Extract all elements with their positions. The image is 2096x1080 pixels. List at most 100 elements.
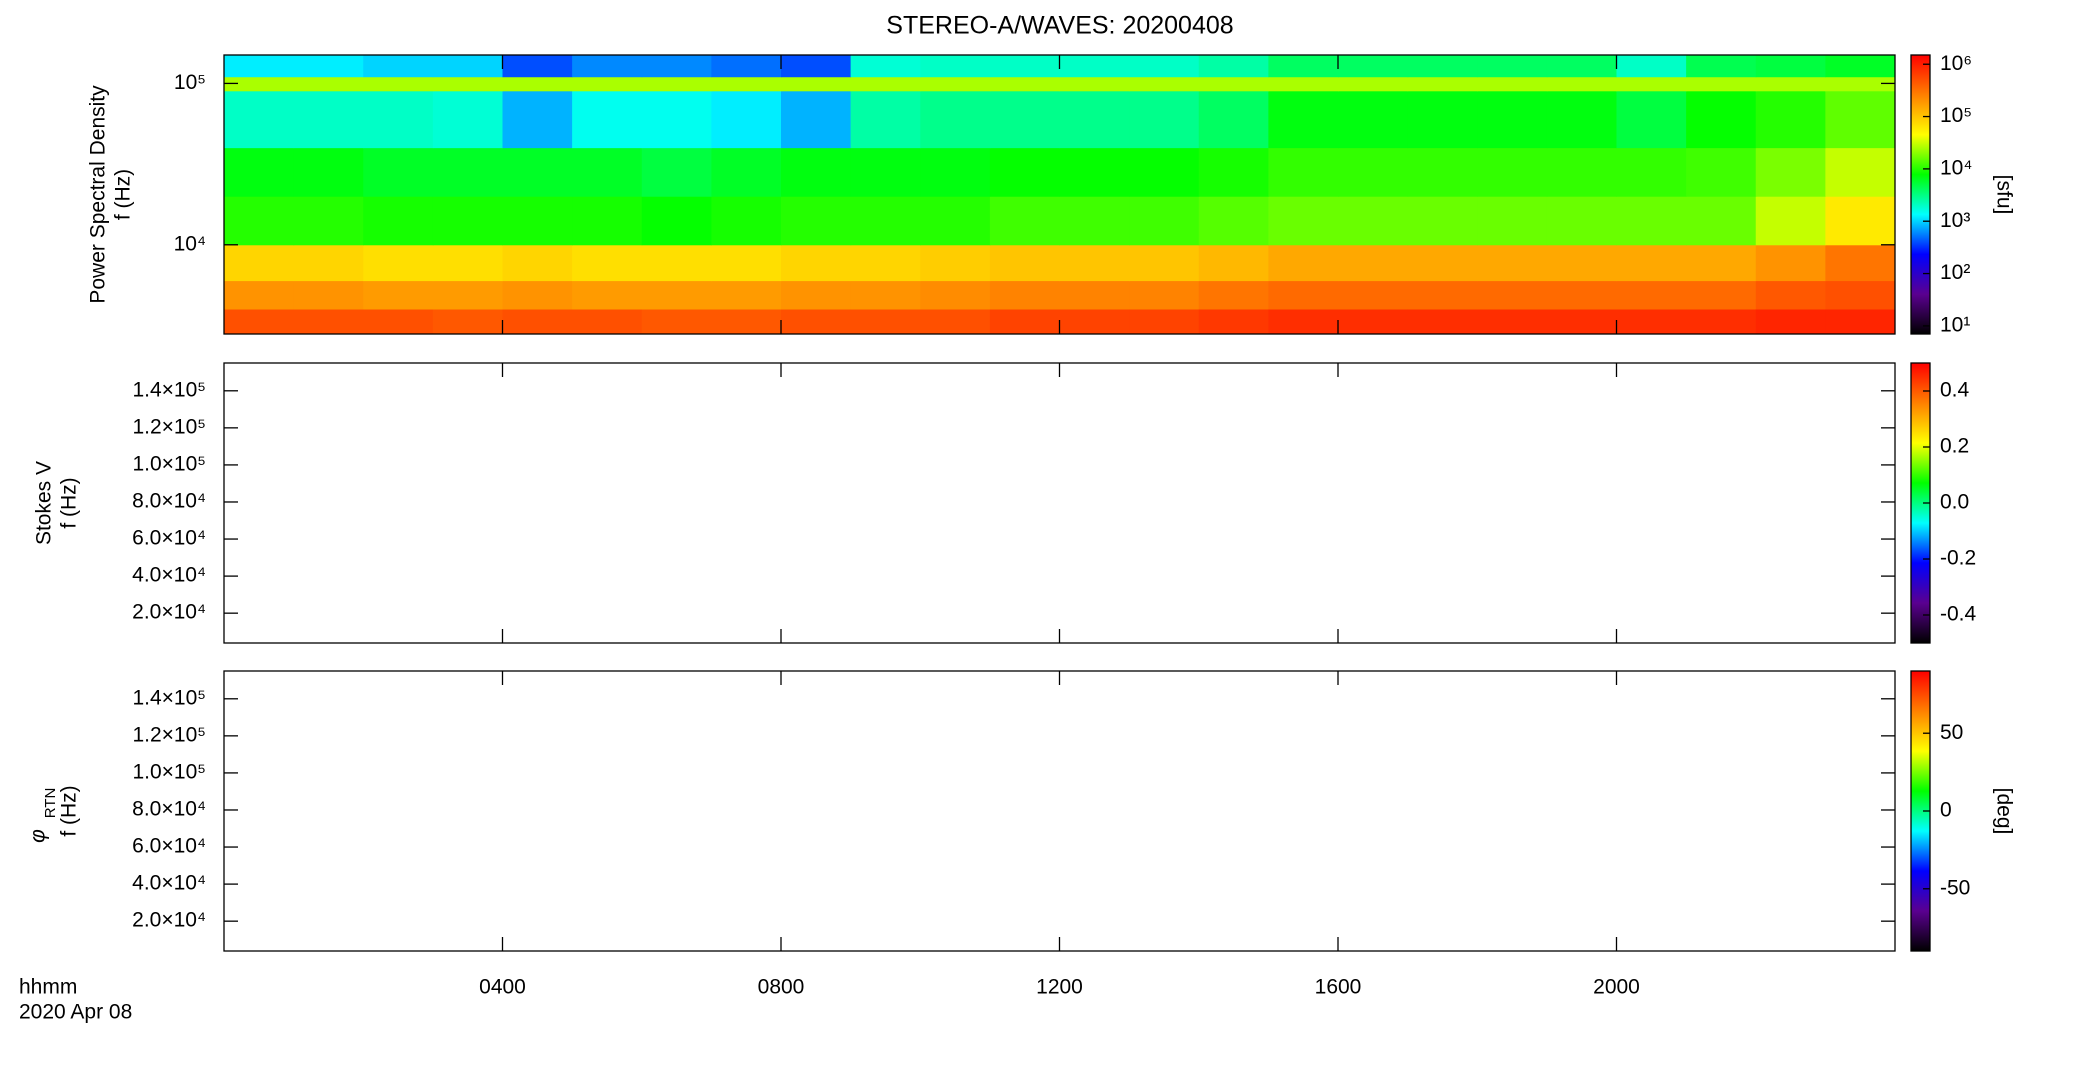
heatmap-cell <box>1616 90 1687 149</box>
heatmap-cell <box>293 196 364 246</box>
heatmap-cell <box>293 90 364 149</box>
heatmap-cell <box>363 309 434 335</box>
heatmap-cell <box>1129 244 1200 282</box>
colorbar-tick-label: 0.2 <box>1940 435 1969 458</box>
heatmap-cell <box>641 147 712 197</box>
heatmap-cell <box>432 196 503 246</box>
heatmap-cell <box>1616 147 1687 197</box>
heatmap-cell <box>850 76 921 92</box>
heatmap-cell <box>1686 90 1757 149</box>
heatmap-cell <box>1546 309 1617 335</box>
heatmap-cell <box>1686 147 1757 197</box>
colorbar-tick-label: 10¹ <box>1940 313 1970 336</box>
heatmap-cell <box>1059 244 1130 282</box>
date-label: 2020 Apr 08 <box>19 1001 132 1024</box>
heatmap-cell <box>1546 55 1617 78</box>
heatmap-cell <box>1129 280 1200 310</box>
heatmap-cell <box>1616 280 1687 310</box>
heatmap-cell <box>1338 244 1409 282</box>
heatmap-cell <box>1338 76 1409 92</box>
y-tick-label: 2.0×10⁴ <box>132 601 206 624</box>
x-tick-label: 1200 <box>1036 976 1083 999</box>
heatmap-cell <box>1825 55 1896 78</box>
heatmap-cell <box>1338 90 1409 149</box>
heatmap-cell <box>781 280 852 310</box>
heatmap-cell <box>432 90 503 149</box>
colorbar-tick-label: 10⁶ <box>1940 52 1972 75</box>
heatmap-cell <box>363 90 434 149</box>
x-tick-label: 0400 <box>479 976 526 999</box>
heatmap-cell <box>989 55 1060 78</box>
heatmap-cell <box>224 147 295 197</box>
heatmap-cell <box>850 280 921 310</box>
heatmap-cell <box>1059 280 1130 310</box>
heatmap-cell <box>1268 309 1339 335</box>
heatmap-cell <box>1825 147 1896 197</box>
heatmap-cell <box>989 280 1060 310</box>
heatmap-cell <box>502 90 573 149</box>
heatmap-cell <box>1546 147 1617 197</box>
heatmap-cell <box>432 280 503 310</box>
heatmap-cell <box>293 244 364 282</box>
heatmap-cell <box>1755 76 1826 92</box>
heatmap-cell <box>781 244 852 282</box>
heatmap-cell <box>1407 309 1478 335</box>
heatmap-cell <box>1407 147 1478 197</box>
heatmap-cell <box>432 309 503 335</box>
heatmap-cell <box>1546 244 1617 282</box>
heatmap-cell <box>1686 196 1757 246</box>
heatmap-cell <box>641 309 712 335</box>
heatmap-cell <box>989 147 1060 197</box>
heatmap-cell <box>1198 280 1269 310</box>
y-axis-title: Stokes V <box>33 461 56 545</box>
heatmap-cell <box>1198 147 1269 197</box>
heatmap-cell <box>572 55 643 78</box>
heatmap-cell <box>1546 280 1617 310</box>
heatmap-cell <box>920 244 991 282</box>
heatmap-cell <box>1059 76 1130 92</box>
heatmap-cell <box>920 196 991 246</box>
heatmap-cell <box>1338 55 1409 78</box>
heatmap-cell <box>502 196 573 246</box>
x-axis-label: hhmm <box>19 976 77 999</box>
colorbar-tick-label: -0.2 <box>1940 547 1976 570</box>
heatmap-cell <box>502 55 573 78</box>
heatmap-cell <box>1686 55 1757 78</box>
heatmap-cell <box>502 280 573 310</box>
y-tick-label: 4.0×10⁴ <box>132 872 206 895</box>
heatmap-cell <box>711 76 782 92</box>
heatmap-cell <box>1268 196 1339 246</box>
y-tick-label: 1.2×10⁵ <box>132 723 206 746</box>
heatmap-cell <box>1407 280 1478 310</box>
heatmap-cell <box>1268 76 1339 92</box>
heatmap-cell <box>1198 76 1269 92</box>
heatmap-cell <box>224 90 295 149</box>
colorbar-tick-label: 10⁴ <box>1940 156 1972 179</box>
heatmap-cell <box>1407 196 1478 246</box>
heatmap-cell <box>711 90 782 149</box>
y-axis-subscript: RTN <box>42 788 59 819</box>
chart-title: STEREO-A/WAVES: 20200408 <box>886 12 1233 40</box>
heatmap-cell <box>1129 196 1200 246</box>
heatmap-cell <box>641 196 712 246</box>
heatmap-cell <box>1825 76 1896 92</box>
heatmap-cell <box>224 196 295 246</box>
heatmap-cell <box>989 309 1060 335</box>
heatmap-cell <box>432 244 503 282</box>
heatmap-cell <box>920 309 991 335</box>
heatmap-cell <box>781 196 852 246</box>
heatmap-cell <box>502 76 573 92</box>
heatmap-cell <box>711 309 782 335</box>
y-tick-label: 1.0×10⁵ <box>132 760 206 783</box>
y-tick-label: 6.0×10⁴ <box>132 835 206 858</box>
heatmap-cell <box>850 55 921 78</box>
heatmap-cell <box>1407 90 1478 149</box>
heatmap-cell <box>1129 55 1200 78</box>
heatmap-cell <box>641 55 712 78</box>
colorbar-tick-label: -0.4 <box>1940 603 1977 626</box>
heatmap-cell <box>293 76 364 92</box>
heatmap-cell <box>1059 147 1130 197</box>
heatmap-cell <box>1198 196 1269 246</box>
y-axis-title: Power Spectral Density <box>87 85 110 304</box>
